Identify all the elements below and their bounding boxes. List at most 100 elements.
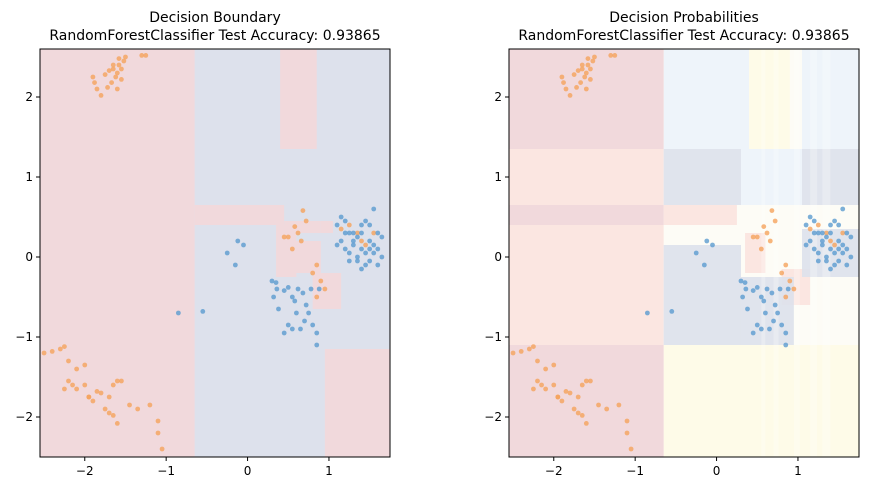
orange-point bbox=[579, 382, 585, 388]
blue-point bbox=[334, 222, 340, 228]
y-tick-label: −2 bbox=[484, 410, 502, 424]
blue-point bbox=[832, 218, 837, 224]
orange-point bbox=[832, 242, 837, 248]
blue-point bbox=[289, 326, 295, 332]
blue-point bbox=[824, 254, 829, 260]
orange-point bbox=[139, 53, 145, 58]
blue-point bbox=[807, 238, 813, 244]
blue-point bbox=[379, 254, 385, 260]
orange-point bbox=[303, 218, 309, 224]
orange-point bbox=[583, 70, 589, 76]
orange-point bbox=[49, 349, 55, 354]
blue-point bbox=[803, 242, 809, 248]
orange-point bbox=[758, 246, 764, 252]
blue-point bbox=[334, 242, 340, 248]
y-tick-label: −1 bbox=[15, 330, 33, 344]
x-tick-label: 1 bbox=[325, 464, 333, 478]
orange-point bbox=[555, 394, 561, 400]
blue-point bbox=[241, 242, 246, 248]
red-region bbox=[312, 273, 342, 309]
blue-point bbox=[375, 246, 381, 252]
blue-point bbox=[363, 218, 368, 224]
blue-point bbox=[828, 246, 833, 252]
orange-point bbox=[750, 234, 756, 240]
orange-point bbox=[559, 398, 565, 404]
blue-point bbox=[285, 322, 291, 328]
blue-point bbox=[363, 250, 368, 256]
blue-region bbox=[663, 149, 741, 205]
orange-point bbox=[575, 410, 581, 416]
blue-point bbox=[273, 280, 279, 285]
orange-point bbox=[579, 62, 585, 68]
blue-point bbox=[815, 258, 821, 264]
blue-point bbox=[308, 286, 314, 292]
blue-point bbox=[840, 250, 846, 256]
blue-point bbox=[848, 234, 854, 240]
orange-point bbox=[563, 389, 569, 394]
red-region bbox=[280, 49, 317, 149]
blue-point bbox=[669, 309, 675, 314]
orange-point bbox=[92, 80, 97, 85]
blue-point bbox=[346, 250, 352, 256]
orange-point bbox=[535, 358, 540, 364]
blue-point bbox=[819, 242, 825, 248]
blue-region bbox=[663, 245, 741, 345]
orange-point bbox=[66, 358, 71, 364]
orange-point bbox=[74, 366, 80, 372]
blue-point bbox=[302, 318, 307, 324]
blue-point bbox=[314, 330, 320, 336]
orange-point bbox=[359, 238, 364, 244]
orange-point bbox=[106, 68, 112, 73]
blue-point bbox=[819, 238, 825, 244]
orange-point bbox=[783, 262, 789, 268]
orange-point bbox=[612, 53, 618, 58]
probability-regions bbox=[509, 49, 859, 457]
blue-point bbox=[175, 310, 181, 316]
blue-point bbox=[807, 214, 813, 220]
orange-point bbox=[70, 382, 75, 388]
orange-point bbox=[371, 230, 377, 236]
blue-point bbox=[828, 230, 833, 236]
orange-point bbox=[574, 85, 579, 90]
blue-point bbox=[771, 318, 776, 324]
x-tick-label: −1 bbox=[157, 464, 175, 478]
blue-point bbox=[743, 286, 749, 292]
y-tick-label: −2 bbox=[15, 410, 33, 424]
blue-point bbox=[306, 310, 312, 316]
orange-point bbox=[787, 278, 793, 284]
blue-point bbox=[824, 234, 829, 240]
blue-point bbox=[295, 286, 301, 292]
orange-point bbox=[531, 386, 536, 392]
orange-point bbox=[824, 230, 829, 236]
orange-point bbox=[338, 226, 344, 232]
orange-point bbox=[94, 86, 100, 92]
orange-point bbox=[110, 382, 116, 388]
orange-point bbox=[86, 394, 92, 400]
x-tick-label: −2 bbox=[545, 464, 563, 478]
orange-point bbox=[624, 418, 630, 424]
blue-point bbox=[359, 230, 364, 236]
plot-frame bbox=[508, 48, 860, 458]
blue-point bbox=[355, 254, 360, 260]
blue-point bbox=[375, 262, 381, 268]
blue-point bbox=[693, 250, 699, 256]
blue-point bbox=[371, 206, 377, 212]
blue-point bbox=[342, 230, 348, 236]
blue-point bbox=[303, 302, 309, 308]
blue-point bbox=[316, 286, 322, 292]
orange-point bbox=[292, 224, 298, 230]
orange-point bbox=[628, 446, 634, 452]
blue-point bbox=[232, 262, 238, 268]
orange-point bbox=[531, 344, 536, 349]
red-region bbox=[324, 349, 390, 457]
blue-point bbox=[200, 309, 206, 314]
orange-point bbox=[543, 386, 549, 392]
pale-blue-region bbox=[663, 49, 750, 149]
blue-point bbox=[269, 278, 275, 284]
y-tick-label: 1 bbox=[25, 170, 33, 184]
orange-point bbox=[300, 208, 306, 214]
orange-point bbox=[82, 362, 88, 368]
orange-point bbox=[587, 77, 593, 82]
orange-point bbox=[114, 421, 120, 426]
